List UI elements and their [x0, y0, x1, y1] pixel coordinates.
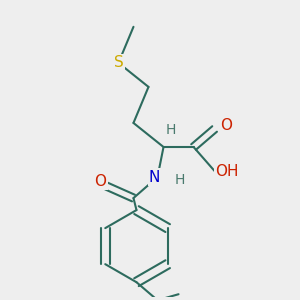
Text: O: O [94, 174, 106, 189]
Text: S: S [114, 56, 123, 70]
Text: H: H [166, 124, 176, 137]
Text: O: O [220, 118, 232, 134]
Text: N: N [149, 169, 160, 184]
Text: H: H [175, 173, 185, 187]
Text: OH: OH [215, 164, 238, 178]
